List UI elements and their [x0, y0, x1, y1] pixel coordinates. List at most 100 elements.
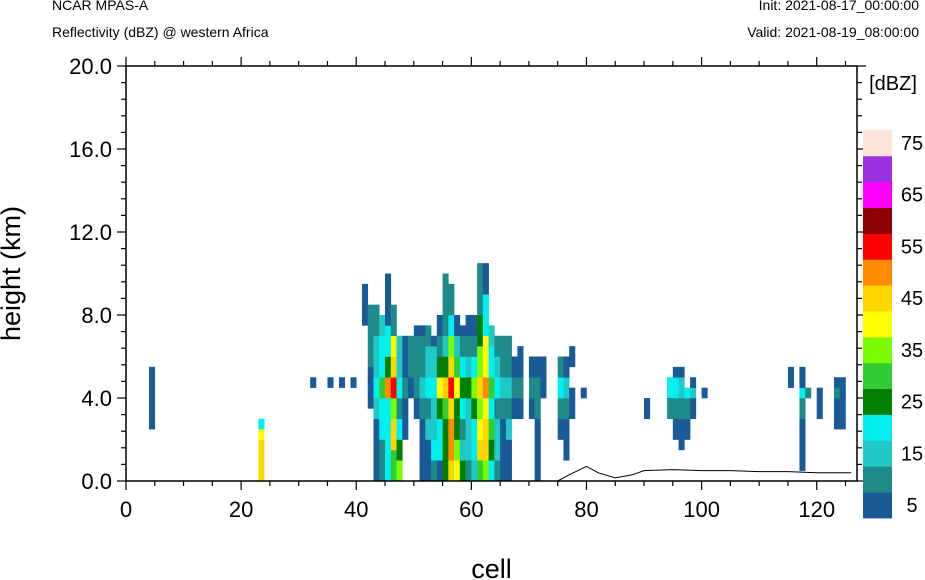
reflectivity-cell [379, 398, 386, 440]
reflectivity-cell [678, 377, 685, 399]
reflectivity-cell [528, 377, 535, 399]
reflectivity-cell [672, 398, 679, 420]
reflectivity-cell [459, 418, 466, 440]
reflectivity-cell [419, 377, 426, 399]
reflectivity-cell [678, 366, 685, 378]
reflectivity-cells [149, 263, 846, 482]
reflectivity-cell [500, 377, 507, 399]
chart-title: Reflectivity (dBZ) @ western Africa [52, 24, 269, 40]
reflectivity-cell [569, 346, 576, 368]
reflectivity-cell [459, 439, 466, 461]
terrain-polyline [126, 465, 852, 482]
reflectivity-cell [390, 377, 397, 399]
reflectivity-cell [471, 377, 478, 399]
reflectivity-cell [373, 418, 380, 482]
reflectivity-cell [471, 418, 478, 461]
reflectivity-cell [540, 356, 547, 388]
reflectivity-cell [448, 418, 455, 461]
reflectivity-cell [379, 377, 386, 399]
reflectivity-cell [471, 460, 478, 482]
reflectivity-cell [436, 460, 443, 482]
reflectivity-cell [442, 356, 449, 378]
reflectivity-cell [385, 325, 392, 357]
reflectivity-cell [419, 335, 426, 378]
reflectivity-cell [488, 325, 495, 347]
reflectivity-cell [413, 377, 420, 399]
reflectivity-cell [454, 315, 461, 337]
reflectivity-cell [678, 418, 685, 451]
reflectivity-cell [454, 460, 461, 482]
reflectivity-cell [419, 398, 426, 420]
reflectivity-cell [465, 315, 472, 337]
reflectivity-cell [465, 398, 472, 420]
reflectivity-cell [402, 335, 409, 378]
reflectivity-cell [494, 418, 501, 461]
colorbar-swatch [863, 207, 892, 234]
reflectivity-cell [436, 418, 443, 461]
colorbar-swatch [863, 285, 892, 312]
reflectivity-cell [367, 304, 374, 368]
reflectivity-cell [833, 377, 841, 388]
reflectivity-cell [390, 356, 397, 378]
reflectivity-cell [390, 449, 397, 482]
reflectivity-cell [477, 346, 484, 378]
reflectivity-cell [419, 418, 426, 482]
reflectivity-cell [448, 335, 455, 357]
reflectivity-cell [442, 377, 449, 399]
reflectivity-cell [477, 439, 484, 461]
x-axis: 0 20 40 60 80 100 120 [120, 57, 847, 522]
reflectivity-cell [563, 356, 570, 378]
colorbar-swatch [863, 440, 892, 467]
reflectivity-cell [805, 387, 812, 399]
reflectivity-cell [494, 335, 501, 357]
y-tick-label: 8.0 [81, 303, 112, 328]
reflectivity-cell [436, 356, 443, 378]
reflectivity-cell [390, 398, 397, 420]
colorbar-swatch [863, 388, 892, 415]
reflectivity-cell [454, 398, 461, 440]
reflectivity-cell [534, 418, 541, 482]
reflectivity-cell [488, 460, 495, 482]
reflectivity-cell [690, 377, 697, 388]
reflectivity-cell [425, 325, 432, 347]
reflectivity-cell [488, 377, 495, 399]
reflectivity-cell [833, 398, 841, 430]
y-axis: 0.0 4.0 8.0 12.0 16.0 20.0 [69, 54, 866, 494]
reflectivity-cell [448, 283, 455, 316]
reflectivity-cell [149, 387, 156, 409]
colorbar-unit-label: [dBZ] [869, 73, 917, 95]
colorbar-swatch [863, 466, 892, 493]
reflectivity-cell [471, 356, 478, 378]
reflectivity-cell [517, 398, 524, 420]
reflectivity-cell [833, 387, 841, 399]
reflectivity-cell [569, 387, 576, 420]
reflectivity-cell [396, 418, 403, 440]
reflectivity-cell [690, 398, 697, 420]
reflectivity-cell [425, 439, 432, 482]
colorbar-tick-label: 25 [901, 392, 923, 414]
reflectivity-cell [402, 377, 409, 399]
reflectivity-cell [672, 366, 679, 378]
reflectivity-cell [494, 398, 501, 420]
reflectivity-cell [505, 335, 512, 378]
reflectivity-cell [465, 418, 472, 461]
reflectivity-cell [511, 398, 518, 420]
reflectivity-cell [390, 418, 397, 451]
reflectivity-cell [459, 325, 466, 337]
reflectivity-cell [454, 439, 461, 461]
reflectivity-cell [385, 398, 392, 451]
reflectivity-cell [379, 315, 386, 337]
colorbar-tick-label: 45 [901, 288, 923, 310]
reflectivity-cell [488, 418, 495, 440]
reflectivity-cell [465, 377, 472, 399]
reflectivity-cell [684, 398, 691, 420]
reflectivity-cell [338, 377, 346, 388]
reflectivity-cell [149, 366, 156, 388]
reflectivity-cell [459, 398, 466, 420]
reflectivity-cell [557, 356, 564, 378]
terrain-line [126, 465, 852, 482]
reflectivity-cell [500, 418, 507, 482]
reflectivity-cell [390, 335, 397, 357]
reflectivity-cell [396, 398, 403, 420]
reflectivity-cell [557, 418, 564, 440]
